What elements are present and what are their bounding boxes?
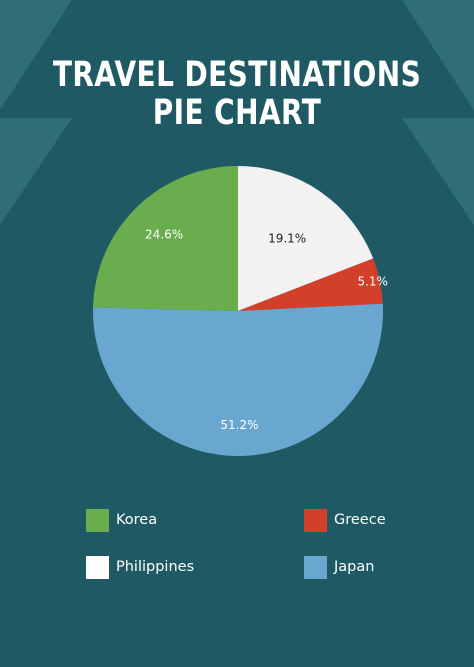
- pie-slice-japan: [92, 303, 383, 457]
- pie-label-korea: 24.6%: [145, 228, 183, 242]
- legend-item-japan: Japan: [304, 555, 374, 579]
- pie-slice-korea: [93, 166, 238, 311]
- bg-triangle-mid-right: [402, 118, 474, 225]
- chart-title-line-2: PIE CHART: [152, 93, 322, 133]
- pie-label-philippines: 19.1%: [268, 232, 306, 246]
- legend-label-greece: Greece: [334, 512, 386, 528]
- bg-triangle-mid-left: [0, 118, 72, 225]
- legend-item-korea: Korea: [86, 508, 157, 532]
- legend-swatch-greece: [304, 508, 327, 532]
- chart-title: TRAVEL DESTINATIONS PIE CHART: [47, 56, 426, 132]
- legend-swatch-korea: [86, 508, 109, 532]
- legend-item-greece: Greece: [304, 508, 386, 532]
- legend-label-philippines: Philippines: [116, 559, 195, 575]
- bg-triangle-top-left: [0, 0, 72, 110]
- legend-swatch-japan: [304, 555, 327, 579]
- legend-label-japan: Japan: [334, 559, 375, 575]
- legend-swatch-philippines: [86, 555, 109, 579]
- bg-triangle-top-right: [402, 0, 474, 110]
- legend-label-korea: Korea: [116, 512, 158, 528]
- pie-label-japan: 51.2%: [220, 418, 258, 432]
- legend-item-philippines: Philippines: [86, 555, 194, 579]
- pie-label-greece: 5.1%: [357, 275, 388, 289]
- pie-slice-greece: [238, 258, 383, 311]
- pie-slice-philippines: [238, 166, 374, 311]
- chart-title-line-1: TRAVEL DESTINATIONS: [52, 55, 422, 95]
